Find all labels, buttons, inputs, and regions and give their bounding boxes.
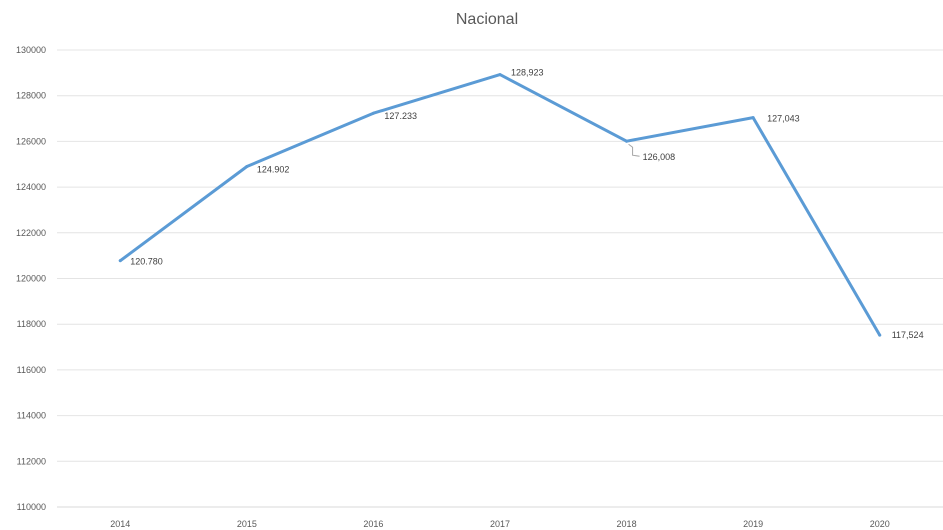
data-label: 127,043	[767, 114, 800, 124]
x-tick-label: 2015	[237, 519, 257, 529]
y-tick-label: 120000	[16, 274, 46, 284]
y-tick-label: 110000	[17, 502, 46, 512]
data-point	[498, 73, 502, 77]
data-point	[751, 116, 755, 120]
y-tick-label: 130000	[16, 45, 46, 55]
series-line	[118, 73, 882, 337]
data-label: 126,008	[643, 152, 676, 162]
data-label: 120.780	[130, 257, 163, 267]
x-tick-label: 2019	[743, 519, 763, 529]
y-tick-label: 122000	[16, 228, 46, 238]
data-point	[118, 259, 122, 263]
data-point	[245, 164, 249, 168]
y-tick-label: 116000	[17, 365, 46, 375]
data-point	[625, 139, 629, 143]
x-tick-label: 2020	[870, 519, 890, 529]
leader-line	[628, 143, 640, 157]
x-tick-label: 2016	[363, 519, 383, 529]
y-axis-ticks: 110000 112000 114000 116000 118000 120000 1220…	[16, 45, 46, 512]
chart-title: Nacional	[456, 11, 518, 28]
y-tick-label: 126000	[16, 136, 46, 146]
data-label: 117,524	[892, 330, 924, 340]
data-label: 124.902	[257, 164, 290, 174]
data-labels: 120.780 124.902 127.233 128,923 126,008 127,0…	[130, 68, 923, 340]
y-tick-label: 118000	[17, 319, 46, 329]
y-tick-label: 114000	[17, 411, 46, 421]
y-tick-label: 112000	[17, 456, 46, 466]
y-tick-label: 128000	[16, 91, 46, 101]
data-point	[371, 111, 375, 115]
data-label: 127.233	[384, 111, 417, 121]
x-tick-label: 2014	[110, 519, 130, 529]
y-tick-label: 124000	[16, 182, 46, 192]
gridlines	[57, 49, 943, 508]
data-point	[878, 333, 882, 337]
x-tick-label: 2017	[490, 519, 510, 529]
x-axis-ticks: 2014 2015 2016 2017 2018 2019 2020	[110, 519, 889, 529]
data-label: 128,923	[511, 68, 544, 78]
x-tick-label: 2018	[617, 519, 637, 529]
series-layer	[118, 73, 882, 337]
